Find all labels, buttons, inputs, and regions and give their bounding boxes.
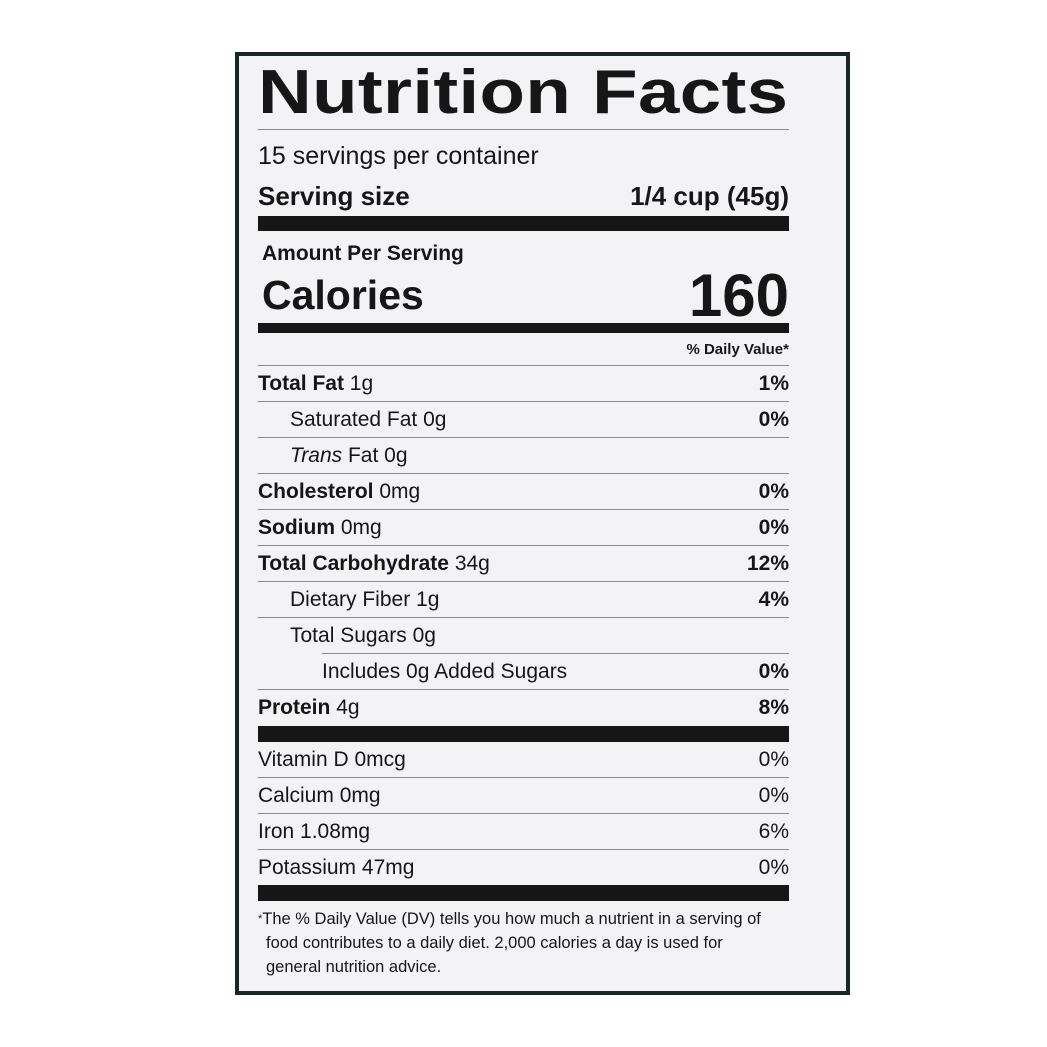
nutrient-amount: 0g	[412, 624, 436, 647]
servings-text: 15 servings per container	[258, 141, 539, 170]
nutrient-label: Total Fat 1g	[258, 372, 373, 396]
nutrient-label: Total Sugars 0g	[258, 624, 436, 648]
vitamin-daily-value: 6%	[758, 819, 789, 843]
nutrient-row: Total Sugars 0g	[258, 618, 789, 654]
nutrient-name: Protein	[258, 696, 331, 719]
vitamin-amount: 0mcg	[354, 747, 406, 771]
vitamin-name: Vitamin D	[258, 747, 349, 771]
nutrient-row: Includes 0g Added Sugars 0%	[258, 653, 789, 690]
label-title: Nutrition Facts	[258, 58, 789, 127]
serving-size-value: 1/4 cup (45g)	[630, 180, 789, 211]
nutrient-name: Saturated Fat	[290, 407, 418, 431]
nutrient-name: Total Carbohydrate	[258, 551, 449, 575]
nutrient-daily-value: 4%	[758, 587, 789, 611]
serving-size-row: Serving size 1/4 cup (45g)	[258, 176, 789, 216]
vitamin-label: Iron 1.08mg	[258, 820, 370, 844]
nutrient-name-suffix: Fat	[347, 443, 379, 467]
nutrient-amount: 0mg	[379, 479, 421, 503]
nutrient-amount: 34g	[454, 551, 490, 575]
calories-row: Calories 160	[258, 262, 789, 329]
nutrient-daily-value: 12%	[746, 551, 789, 575]
nutrient-amount: 4g	[336, 696, 360, 719]
medium-divider	[258, 323, 789, 333]
thick-divider	[258, 885, 789, 901]
thick-divider	[258, 726, 789, 742]
label-title-block: Nutrition Facts	[258, 56, 789, 130]
footnote-text: The % Daily Value (DV) tells you how muc…	[262, 910, 761, 976]
nutrient-amount: 0g	[423, 407, 447, 431]
nutrient-name: Includes 0g Added Sugars	[322, 659, 568, 683]
nutrition-facts-label: Nutrition Facts 15 servings per containe…	[235, 52, 850, 995]
vitamin-label: Calcium 0mg	[258, 784, 381, 808]
nutrient-label: Total Carbohydrate 34g	[258, 552, 490, 576]
vitamin-amount: 0mg	[339, 783, 381, 807]
nutrient-daily-value: 0%	[758, 407, 789, 431]
vitamin-daily-value: 0%	[758, 783, 789, 807]
nutrient-label: Protein 4g	[258, 696, 360, 720]
indented-divider	[322, 653, 789, 654]
footnote-asterisk: *	[258, 913, 263, 925]
serving-size-label: Serving size	[258, 180, 410, 211]
calories-label: Calories	[262, 272, 424, 318]
vitamin-amount: 47mg	[361, 855, 415, 879]
nutrient-daily-value: 0%	[758, 515, 789, 539]
nutrient-row: Total Carbohydrate 34g 12%	[258, 546, 789, 582]
nutrient-row: Total Fat 1g 1%	[258, 366, 789, 402]
nutrient-daily-value: 0%	[758, 479, 789, 503]
calories-value: 160	[688, 262, 789, 329]
vitamin-label: Potassium 47mg	[258, 856, 414, 880]
nutrient-label: Saturated Fat 0g	[258, 408, 446, 432]
footnote: *The % Daily Value (DV) tells you how mu…	[258, 901, 789, 979]
nutrient-row: Sodium 0mg 0%	[258, 510, 789, 546]
nutrient-amount: 1g	[416, 587, 440, 611]
nutrient-row: Protein 4g 8%	[258, 690, 789, 726]
vitamin-row: Potassium 47mg 0%	[258, 850, 789, 885]
nutrient-name: Sodium	[258, 515, 335, 539]
nutrient-name: Total Fat	[258, 371, 344, 395]
nutrient-list: Total Fat 1g 1% Saturated Fat 0g 0% Trans Fa…	[258, 366, 789, 726]
nutrient-amount: 0mg	[340, 515, 382, 539]
daily-value-header: % Daily Value*	[258, 333, 789, 366]
vitamin-daily-value: 0%	[758, 855, 789, 879]
nutrient-daily-value: 0%	[758, 659, 789, 683]
daily-value-header-text: % Daily Value*	[686, 340, 789, 358]
nutrient-name: Cholesterol	[258, 479, 374, 503]
vitamin-daily-value: 0%	[758, 747, 789, 771]
nutrient-label: Cholesterol 0mg	[258, 480, 420, 504]
nutrient-daily-value: 1%	[758, 371, 789, 395]
vitamin-label: Vitamin D 0mcg	[258, 748, 406, 772]
nutrient-name: Total Sugars	[290, 624, 407, 647]
servings-per-container: 15 servings per container	[258, 130, 789, 176]
nutrient-name: Dietary Fiber	[290, 587, 411, 611]
nutrient-label: Trans Fat 0g	[258, 444, 408, 468]
amount-per-serving: Amount Per Serving	[258, 231, 789, 268]
vitamin-row: Calcium 0mg 0%	[258, 778, 789, 814]
vitamin-row: Iron 1.08mg 6%	[258, 814, 789, 850]
nutrient-row: Cholesterol 0mg 0%	[258, 474, 789, 510]
vitamin-amount: 1.08mg	[300, 819, 371, 843]
amount-per-serving-text: Amount Per Serving	[262, 241, 464, 265]
nutrient-row: Trans Fat 0g	[258, 438, 789, 474]
nutrient-name: Trans	[290, 443, 343, 467]
vitamin-list: Vitamin D 0mcg 0% Calcium 0mg 0% Iron 1.08mg…	[258, 742, 789, 885]
vitamin-row: Vitamin D 0mcg 0%	[258, 742, 789, 778]
vitamin-name: Calcium	[258, 783, 334, 807]
nutrient-label: Dietary Fiber 1g	[258, 588, 439, 612]
vitamin-name: Potassium	[258, 855, 357, 879]
nutrient-amount: 1g	[349, 371, 374, 395]
vitamin-name: Iron	[258, 819, 295, 843]
nutrient-label: Includes 0g Added Sugars	[258, 660, 567, 684]
nutrient-row: Saturated Fat 0g 0%	[258, 402, 789, 438]
nutrient-amount: 0g	[384, 443, 408, 467]
nutrient-row: Dietary Fiber 1g 4%	[258, 582, 789, 618]
nutrient-label: Sodium 0mg	[258, 516, 382, 540]
thick-divider	[258, 216, 789, 231]
nutrient-daily-value: 8%	[758, 696, 789, 719]
